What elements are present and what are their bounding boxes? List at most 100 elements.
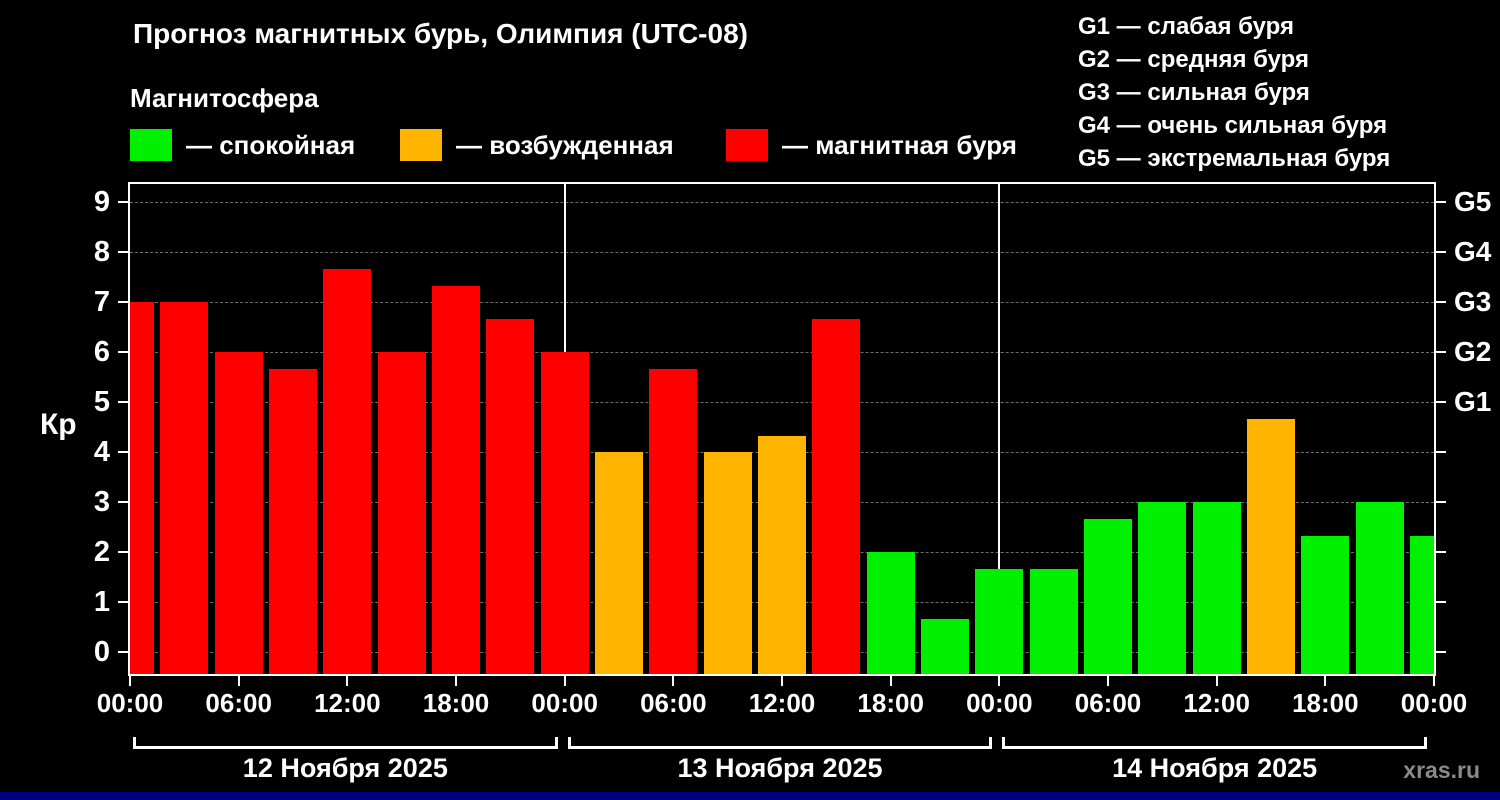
legend-item-active: — возбужденная: [400, 129, 674, 161]
kp-bar: [649, 368, 698, 674]
kp-bar: [214, 352, 263, 674]
gridline-kp-5: [130, 402, 1434, 403]
watermark: xras.ru: [1403, 757, 1480, 783]
y-tick-left: [118, 551, 130, 553]
day-label: 14 Ноября 2025: [1112, 753, 1318, 783]
y-tick-right: [1434, 351, 1446, 353]
y-tick-right: [1434, 651, 1446, 653]
g-scale-label: G5: [1454, 186, 1492, 217]
gridline-kp-8: [130, 252, 1434, 253]
y-tick-label: 5: [93, 386, 110, 418]
x-tick: [563, 674, 566, 686]
legend-item-quiet: — спокойная: [130, 129, 355, 161]
kp-bar: [130, 302, 154, 674]
y-tick-left: [118, 301, 130, 303]
legend-swatch-quiet: [130, 129, 172, 161]
gridline-kp-9: [130, 202, 1434, 203]
kp-bar: [486, 318, 535, 674]
y-tick-label: 9: [93, 186, 110, 218]
legend-swatch-active: [400, 129, 442, 161]
y-tick-right: [1434, 201, 1446, 203]
g-legend-item-3: G3 — сильная буря: [1078, 79, 1310, 106]
legend-item-storm: — магнитная буря: [726, 129, 1017, 161]
chart-subtitle: Магнитосфера: [130, 83, 319, 113]
y-tick-right: [1434, 251, 1446, 253]
kp-bar: [432, 285, 480, 674]
legend-label-quiet: — спокойная: [186, 129, 356, 160]
x-tick-label: 00:00: [531, 688, 598, 718]
g-scale-label: G2: [1454, 336, 1492, 367]
day-label: 12 Ноября 2025: [242, 753, 448, 783]
kp-bar: [812, 318, 861, 674]
x-tick-label: 00:00: [96, 688, 164, 718]
kp-forecast-chart: 0 1 2 3 4 5 6 7 8 9 G1 G2 G3 G4 G5 00:00 06:00 12:00 18:00…: [94, 182, 1491, 718]
plot-area: [130, 184, 1434, 674]
day-bracket: [567, 737, 993, 749]
x-tick-label: 06:00: [640, 688, 707, 718]
y-tick-right: [1434, 451, 1446, 453]
x-tick-label: 18:00: [857, 688, 924, 718]
kp-bar: [758, 435, 806, 674]
gridline-kp-7: [130, 302, 1434, 303]
g-scale-label: G3: [1454, 286, 1492, 317]
x-tick-label: 00:00: [966, 688, 1033, 718]
y-tick-label: 3: [93, 486, 110, 518]
kp-bar: [1084, 518, 1132, 674]
kp-bar: [975, 568, 1024, 674]
x-tick-label: 06:00: [205, 688, 272, 718]
g-scale-legend: G1 — слабая буря G2 — средняя буря G3 — си…: [1078, 10, 1390, 175]
y-tick-left: [118, 351, 130, 353]
kp-bar: [1138, 502, 1187, 674]
legend-label-storm: — магнитная буря: [782, 129, 1017, 160]
kp-bar: [866, 552, 915, 674]
kp-bar: [595, 452, 643, 674]
chart-title: Прогноз магнитных бурь, Олимпия (UTC-08): [133, 18, 748, 49]
kp-bar: [540, 352, 589, 674]
day-label: 13 Ноября 2025: [677, 753, 883, 783]
y-tick-label: 1: [93, 586, 110, 618]
g-legend-item-5: G5 — экстремальная буря: [1078, 145, 1391, 172]
y-tick-right: [1434, 401, 1446, 403]
kp-bar: [323, 268, 372, 674]
x-tick-label: 06:00: [1074, 688, 1142, 718]
day-divider: [998, 184, 1001, 674]
y-tick-right: [1434, 301, 1446, 303]
x-tick: [1107, 674, 1109, 686]
x-tick-label: 12:00: [314, 688, 381, 718]
g-legend-item-2: G2 — средняя буря: [1078, 46, 1309, 73]
y-axis-label: Кр: [40, 408, 77, 441]
y-tick-label: 0: [93, 636, 110, 668]
x-tick: [129, 674, 131, 686]
day-bracket: [133, 737, 558, 749]
y-tick-label: 7: [93, 286, 110, 318]
x-tick: [672, 674, 675, 686]
x-tick: [1433, 674, 1435, 686]
x-tick-label: 12:00: [1183, 688, 1250, 718]
kp-bar: [1247, 418, 1295, 674]
kp-bar: [1301, 535, 1350, 674]
y-tick-left: [118, 251, 130, 253]
legend-swatch-storm: [726, 129, 768, 161]
kp-bar: [1029, 568, 1078, 674]
y-tick-label: 8: [93, 236, 110, 268]
x-tick-label: 12:00: [748, 688, 816, 718]
kp-bar: [1355, 502, 1404, 674]
y-tick-left: [118, 451, 130, 453]
kp-bar: [921, 618, 969, 674]
gridline-kp-6: [130, 352, 1434, 353]
g-scale-label: G1: [1454, 386, 1492, 417]
legend-label-active: — возбужденная: [456, 129, 674, 160]
g-legend-item-4: G4 — очень сильная буря: [1078, 112, 1388, 139]
state-legend: — спокойная — возбужденная — магнитная бур…: [0, 129, 1500, 165]
day-bracket: [1002, 737, 1427, 749]
y-tick-right: [1434, 601, 1446, 603]
y-tick-label: 6: [93, 336, 110, 368]
x-tick: [1215, 674, 1218, 686]
kp-bar: [703, 452, 752, 674]
x-tick: [455, 674, 457, 686]
y-tick-left: [118, 201, 130, 203]
y-tick-left: [118, 651, 130, 653]
x-tick-label: 00:00: [1400, 688, 1468, 718]
y-tick-left: [118, 601, 130, 603]
kp-bar: [160, 302, 209, 674]
